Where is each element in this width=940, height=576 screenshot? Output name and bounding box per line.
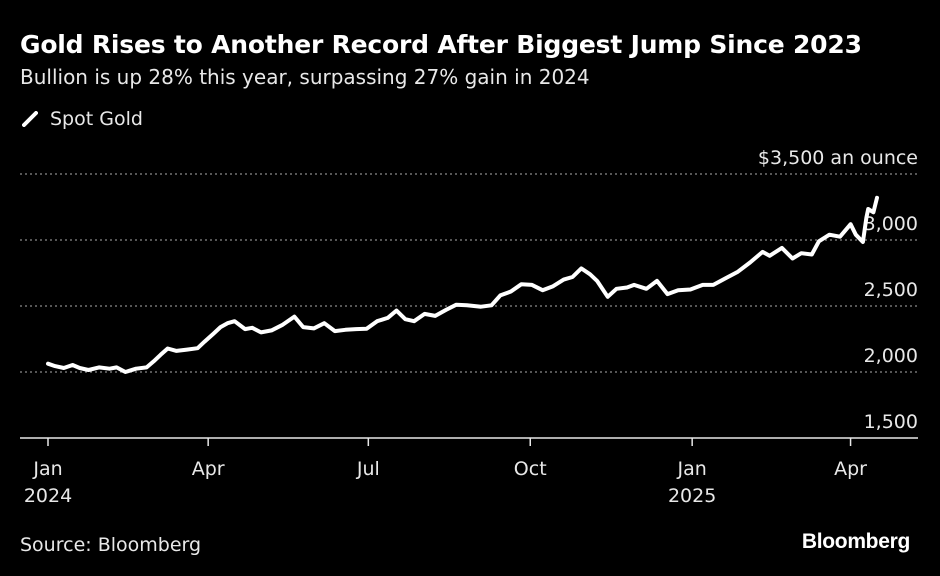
series-line-spot-gold <box>46 195 879 374</box>
y-tick-label-3000: 3,000 <box>864 213 918 235</box>
y-tick-label-2500: 2,500 <box>864 279 918 301</box>
bloomberg-logo: Bloomberg <box>801 530 910 553</box>
x-tick-sublabel-4: 2025 <box>668 485 716 507</box>
x-tick-sublabel-0: 2024 <box>24 485 72 507</box>
x-tick-label-2: Jul <box>356 458 380 480</box>
x-tick-label-1: Apr <box>192 458 225 480</box>
legend: Spot Gold <box>22 108 143 130</box>
chart-title: Gold Rises to Another Record After Bigge… <box>20 30 862 59</box>
y-axis-labels: $3,500 an ounce 3,000 2,500 2,000 1,500 <box>758 147 918 433</box>
x-axis <box>20 437 918 446</box>
y-tick-label-3500: $3,500 an ounce <box>758 147 918 169</box>
x-tick-label-3: Oct <box>514 458 547 480</box>
x-axis-labels: Jan 2024 Apr Jul Oct Jan 2025 Apr <box>24 458 867 507</box>
y-tick-label-2000: 2,000 <box>864 345 918 367</box>
legend-swatch-icon <box>22 111 38 127</box>
gridlines <box>20 173 918 373</box>
chart-subtitle: Bullion is up 28% this year, surpassing … <box>20 65 590 89</box>
x-tick-label-4: Jan <box>677 458 707 480</box>
x-tick-label-5: Apr <box>834 458 867 480</box>
source-note: Source: Bloomberg <box>20 534 202 556</box>
y-tick-label-1500: 1,500 <box>864 411 918 433</box>
x-tick-label-0: Jan <box>32 458 62 480</box>
series-layer <box>46 195 879 374</box>
legend-label-spot-gold: Spot Gold <box>50 108 143 130</box>
